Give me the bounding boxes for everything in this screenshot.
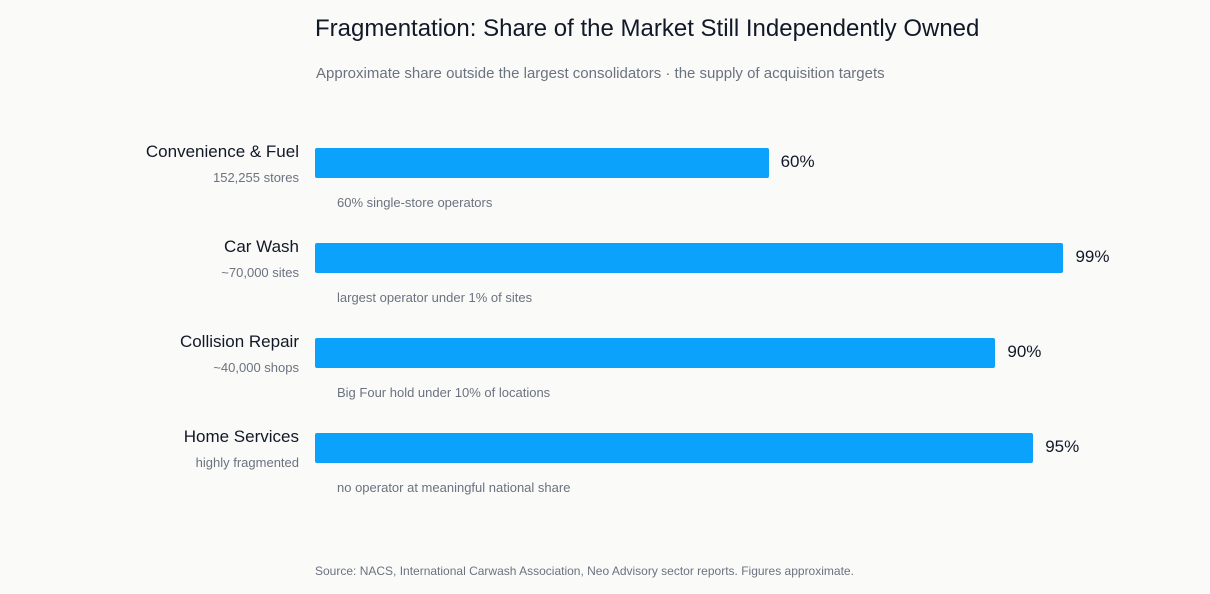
bar xyxy=(315,433,1034,463)
bar xyxy=(315,243,1064,273)
chart-title: Fragmentation: Share of the Market Still… xyxy=(315,15,980,42)
bar-annotation: 60% single-store operators xyxy=(337,195,493,210)
bar-annotation: largest operator under 1% of sites xyxy=(337,290,533,305)
category-label: Home Services xyxy=(183,427,299,446)
chart-subtitle: Approximate share outside the largest co… xyxy=(316,65,885,82)
category-label: Convenience & Fuel xyxy=(145,142,299,161)
bar xyxy=(315,148,769,178)
category-subtitle: ~70,000 sites xyxy=(221,265,299,280)
bar xyxy=(315,338,996,368)
bar-annotation: no operator at meaningful national share xyxy=(337,480,571,495)
source-note: Source: NACS, International Carwash Asso… xyxy=(315,564,854,578)
bar-value-label: 95% xyxy=(1045,437,1080,456)
bar-value-label: 99% xyxy=(1075,247,1110,266)
bar-value-label: 60% xyxy=(780,152,815,171)
bar-annotation: Big Four hold under 10% of locations xyxy=(337,385,551,400)
category-subtitle: highly fragmented xyxy=(195,455,299,470)
category-label: Collision Repair xyxy=(179,332,299,351)
bar-value-label: 90% xyxy=(1007,342,1042,361)
category-label: Car Wash xyxy=(224,237,299,256)
category-subtitle: ~40,000 shops xyxy=(213,360,299,375)
category-subtitle: 152,255 stores xyxy=(212,170,299,185)
